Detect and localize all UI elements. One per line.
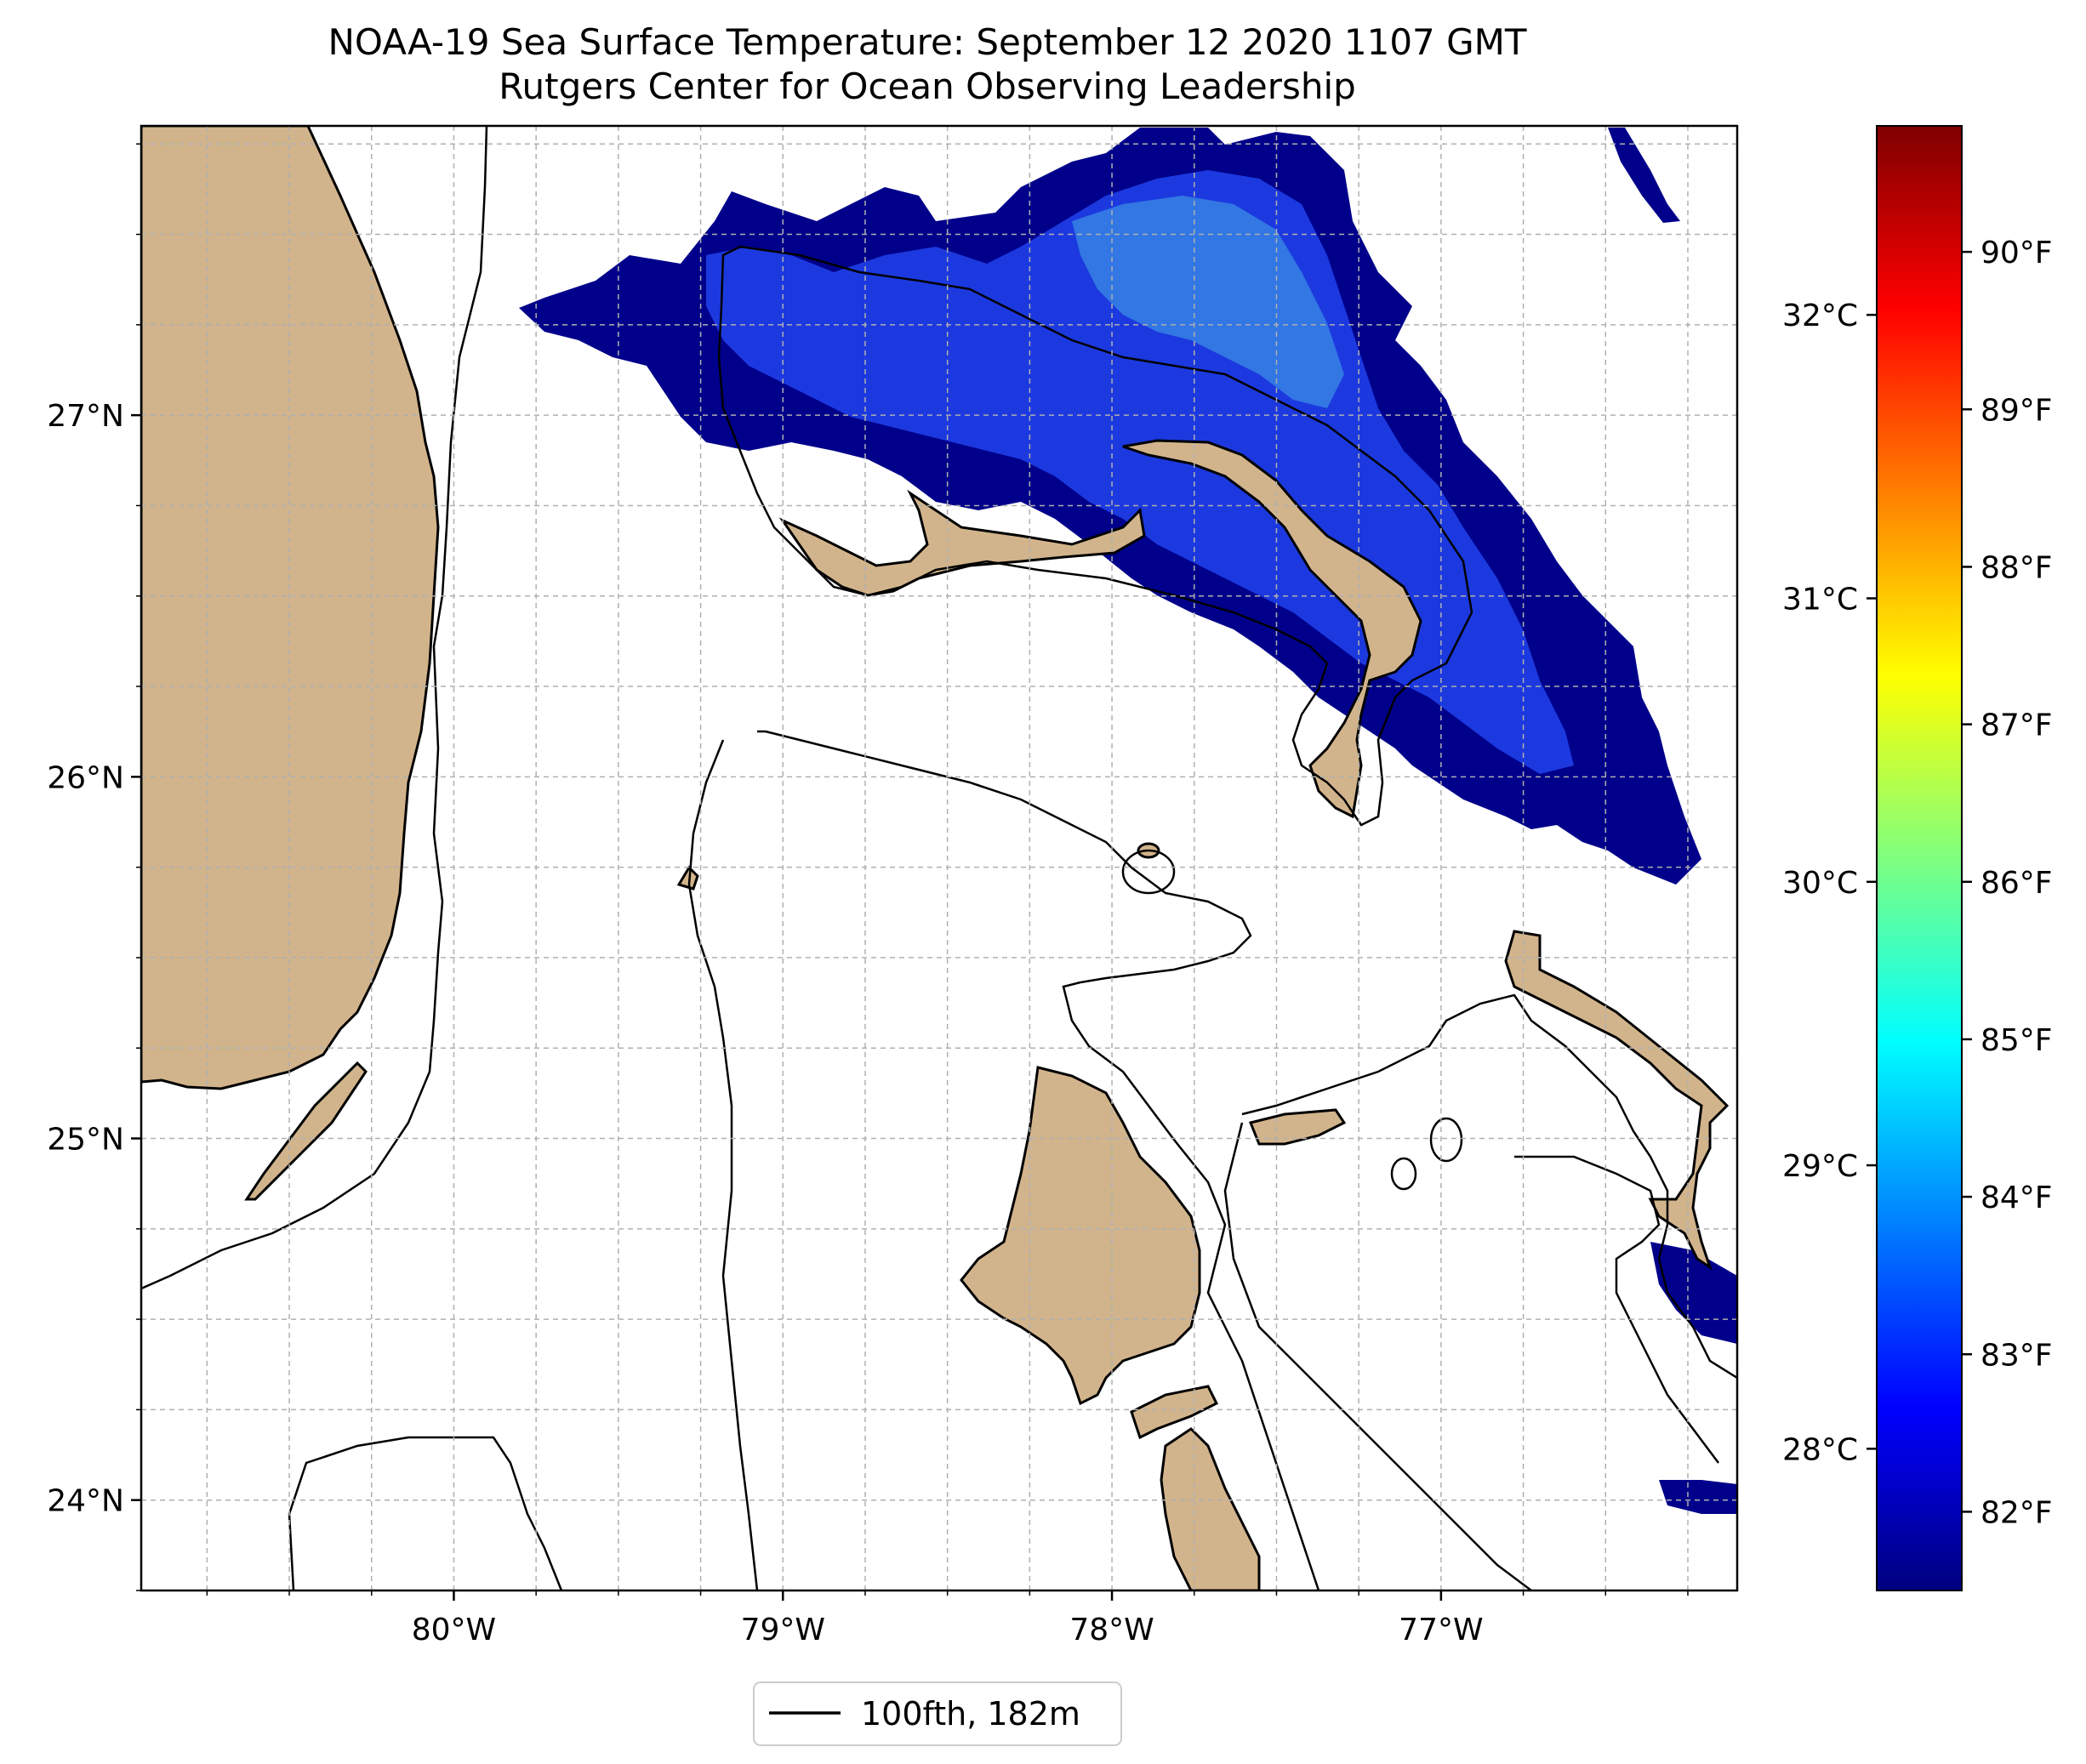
title-line-1: NOAA-19 Sea Surface Temperature: Septemb… xyxy=(328,21,1527,63)
colorbar-fahrenheit-label: 83°F xyxy=(1981,1338,2053,1373)
isobath-exuma-sound xyxy=(1241,993,1737,1380)
colorbar-fahrenheit-axis: 82°F 83°F 84°F 85°F 86°F 87°F 88°F 89°F 90°F xyxy=(1962,236,2053,1530)
abaco-land xyxy=(1122,439,1422,819)
eleuthera-land xyxy=(1504,930,1730,1271)
sst-patch-southeast xyxy=(1650,1242,1737,1344)
isobath-exuma-inner xyxy=(1514,1155,1719,1464)
isobath-cay-sal xyxy=(288,1436,563,1590)
colorbar-fahrenheit-label: 85°F xyxy=(1981,1023,2053,1058)
longitude-axis: 80°W 79°W 78°W 77°W xyxy=(206,1590,1689,1647)
map-frame xyxy=(140,124,1739,1592)
sst-patch-east-strip xyxy=(1608,128,1680,223)
legend-box xyxy=(753,1681,1122,1746)
colorbar-fahrenheit-label: 86°F xyxy=(1981,866,2053,901)
isobath-little-bahama-bank xyxy=(717,245,1473,827)
colorbar-celsius-label: 32°C xyxy=(1782,299,1858,333)
isobath-great-bahama-bank-south xyxy=(1223,1122,1532,1590)
colorbar-fahrenheit-label: 87°F xyxy=(1981,708,2053,743)
isobath-cay-sal-island xyxy=(1121,849,1176,895)
colorbar-celsius-label: 31°C xyxy=(1782,582,1858,617)
lon-tick-label: 79°W xyxy=(741,1613,825,1647)
colorbar: 28°C 29°C 30°C 31°C 32°C 82°F 83°F 84°F 85°F 86°… xyxy=(1782,125,2053,1591)
colorbar-celsius-axis: 28°C 29°C 30°C 31°C 32°C xyxy=(1782,299,1877,1467)
legend: 100fth, 182m xyxy=(753,1681,1122,1746)
colorbar-fahrenheit-label: 88°F xyxy=(1981,550,2053,585)
lon-tick-label: 77°W xyxy=(1399,1613,1483,1647)
latitude-axis: 27°N 26°N 25°N 24°N xyxy=(47,143,141,1591)
colorbar-celsius-label: 29°C xyxy=(1782,1149,1858,1184)
isobath-great-bahama-bank-west xyxy=(757,730,1320,1590)
lon-tick-label: 78°W xyxy=(1069,1613,1154,1647)
colorbar-celsius-label: 28°C xyxy=(1782,1432,1858,1467)
isobath-layer xyxy=(141,126,1737,1590)
colorbar-fahrenheit-label: 90°F xyxy=(1981,236,2053,270)
colorbar-fahrenheit-label: 84°F xyxy=(1981,1181,2053,1215)
title-line-2: Rutgers Center for Ocean Observing Leade… xyxy=(499,65,1356,107)
isobath-ridge-island-1 xyxy=(1429,1117,1463,1163)
isobath-tongue-of-ocean xyxy=(687,739,759,1590)
sst-patch-warm xyxy=(706,170,1574,774)
sst-patch-south xyxy=(1659,1480,1737,1514)
lat-tick-label: 27°N xyxy=(47,399,124,434)
map-title: NOAA-19 Sea Surface Temperature: Septemb… xyxy=(0,20,1855,109)
lat-tick-label: 26°N xyxy=(47,760,124,795)
florida-keys-land xyxy=(244,1061,368,1201)
lon-tick-label: 80°W xyxy=(412,1613,496,1647)
gridlines xyxy=(141,126,1737,1590)
colorbar-bar xyxy=(1876,125,1963,1591)
legend-isobath-label: 100fth, 182m xyxy=(861,1695,1080,1733)
isobath-ridge-island-2 xyxy=(1390,1157,1417,1191)
andros-south-land xyxy=(1160,1427,1261,1590)
grand-bahama-land xyxy=(778,489,1146,597)
colorbar-celsius-label: 30°C xyxy=(1782,866,1858,901)
lat-tick-label: 24°N xyxy=(47,1484,124,1519)
berry-island-land xyxy=(1248,1108,1347,1146)
colorbar-fahrenheit-label: 82°F xyxy=(1981,1495,2053,1530)
lat-tick-label: 25°N xyxy=(47,1123,124,1158)
map-layers xyxy=(141,126,1737,1590)
colorbar-fahrenheit-label: 89°F xyxy=(1981,393,2053,428)
